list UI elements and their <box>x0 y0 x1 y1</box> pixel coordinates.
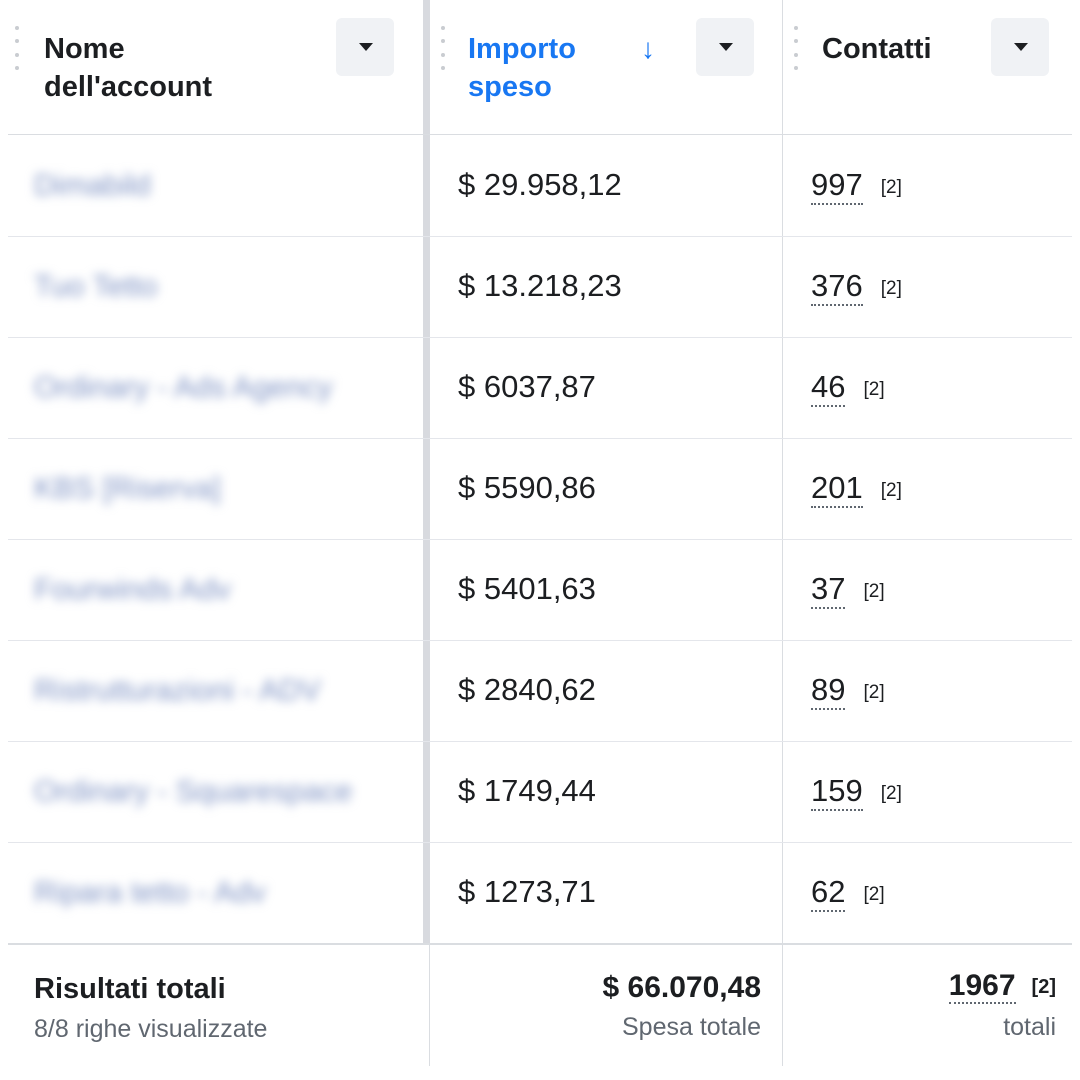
amount-spent: $ 5401,63 <box>458 571 596 606</box>
amount-spent: $ 1273,71 <box>458 874 596 909</box>
table-row[interactable]: Ordinary - Squarespace $ 1749,44 159 [2] <box>8 741 1072 843</box>
header-contacts[interactable]: Contatti <box>783 0 1072 134</box>
table-row[interactable]: Ristrutturazioni - ADV $ 2840,62 89 [2] <box>8 640 1072 742</box>
contacts-value[interactable]: 46 <box>811 369 846 407</box>
footnote-ref: [2] <box>863 884 885 905</box>
account-name[interactable]: Ordinary - Squarespace <box>34 775 353 808</box>
rows-shown-count: 8/8 righe visualizzate <box>34 1015 268 1043</box>
contacts-cell: 201 [2] <box>811 468 902 514</box>
amount-spent: $ 13.218,23 <box>458 268 622 303</box>
amount-spent: $ 29.958,12 <box>458 167 622 202</box>
caret-down-icon[interactable] <box>696 18 754 76</box>
header-title[interactable]: Contatti <box>822 33 932 65</box>
drag-handle-icon[interactable] <box>440 26 445 70</box>
contacts-value[interactable]: 37 <box>811 571 846 609</box>
contacts-value[interactable]: 201 <box>811 470 863 508</box>
account-name[interactable]: KBS [Riserva] <box>34 472 221 505</box>
footnote-ref: [2] <box>880 480 902 501</box>
amount-spent: $ 5590,86 <box>458 470 596 505</box>
account-name[interactable]: Ripara tetto - Adv <box>34 876 266 909</box>
contacts-cell: 46 [2] <box>811 367 885 413</box>
amount-spent: $ 1749,44 <box>458 773 596 808</box>
table-row[interactable]: Ordinary - Ads Agency $ 6037,87 46 [2] <box>8 337 1072 439</box>
contacts-value[interactable]: 376 <box>811 268 863 306</box>
total-results-title: Risultati totali <box>34 973 226 1005</box>
account-name[interactable]: Dimabild <box>34 169 151 202</box>
account-name[interactable]: Ordinary - Ads Agency <box>34 371 333 404</box>
caret-down-icon[interactable] <box>336 18 394 76</box>
contacts-cell: 37 [2] <box>811 569 885 615</box>
column-divider-1[interactable] <box>423 0 430 943</box>
table-row[interactable]: Ripara tetto - Adv $ 1273,71 62 [2] <box>8 842 1072 943</box>
table-row[interactable]: Tuo Tetto $ 13.218,23 376 [2] <box>8 236 1072 338</box>
footnote-ref: [2] <box>863 379 885 400</box>
contacts-value[interactable]: 89 <box>811 672 846 710</box>
arrow-down-icon[interactable]: ↓ <box>641 33 655 64</box>
header-title[interactable]: Nome dell'account <box>44 33 213 103</box>
contacts-value[interactable]: 997 <box>811 167 863 205</box>
footnote-ref: [2] <box>863 682 885 703</box>
total-contacts-cell: 1967 [2] <box>948 967 1056 1010</box>
contacts-cell: 89 [2] <box>811 670 885 716</box>
footnote-ref: [2] <box>863 581 885 602</box>
contacts-value[interactable]: 62 <box>811 874 846 912</box>
account-name[interactable]: Ristrutturazioni - ADV <box>34 674 321 707</box>
results-table: Nome dell'account Importo speso ↓ Contat… <box>8 0 1072 1066</box>
header-amount-spent[interactable]: Importo speso ↓ <box>430 0 782 134</box>
table-row[interactable]: Dimabild $ 29.958,12 997 [2] <box>8 135 1072 237</box>
header-title[interactable]: Importo speso <box>468 33 576 103</box>
column-divider-1-footer <box>429 943 430 1066</box>
contacts-cell: 62 [2] <box>811 872 885 918</box>
contacts-cell: 997 [2] <box>811 165 902 211</box>
contacts-cell: 376 [2] <box>811 266 902 312</box>
total-contacts[interactable]: 1967 <box>948 969 1016 1004</box>
amount-spent: $ 2840,62 <box>458 672 596 707</box>
total-amount: $ 66.070,48 <box>602 971 761 1004</box>
contacts-cell: 159 [2] <box>811 771 902 817</box>
total-contacts-label: totali <box>1003 1013 1056 1041</box>
footnote-ref: [2] <box>880 177 902 198</box>
amount-spent: $ 6037,87 <box>458 369 596 404</box>
account-name[interactable]: Fourwinds Adv <box>34 573 231 606</box>
drag-handle-icon[interactable] <box>14 26 19 70</box>
caret-down-icon[interactable] <box>991 18 1049 76</box>
account-name[interactable]: Tuo Tetto <box>34 270 158 303</box>
footnote-ref: [2] <box>880 783 902 804</box>
header-account-name[interactable]: Nome dell'account <box>8 0 423 134</box>
total-amount-label: Spesa totale <box>622 1013 761 1041</box>
contacts-value[interactable]: 159 <box>811 773 863 811</box>
footnote-ref: [2] <box>880 278 902 299</box>
table-row[interactable]: Fourwinds Adv $ 5401,63 37 [2] <box>8 539 1072 641</box>
drag-handle-icon[interactable] <box>793 26 798 70</box>
footnote-ref: [2] <box>1031 976 1056 998</box>
table-footer: Risultati totali 8/8 righe visualizzate … <box>8 943 1072 1068</box>
table-row[interactable]: KBS [Riserva] $ 5590,86 201 [2] <box>8 438 1072 540</box>
column-divider-2[interactable] <box>782 0 783 1066</box>
table-header: Nome dell'account Importo speso ↓ Contat… <box>8 0 1072 135</box>
